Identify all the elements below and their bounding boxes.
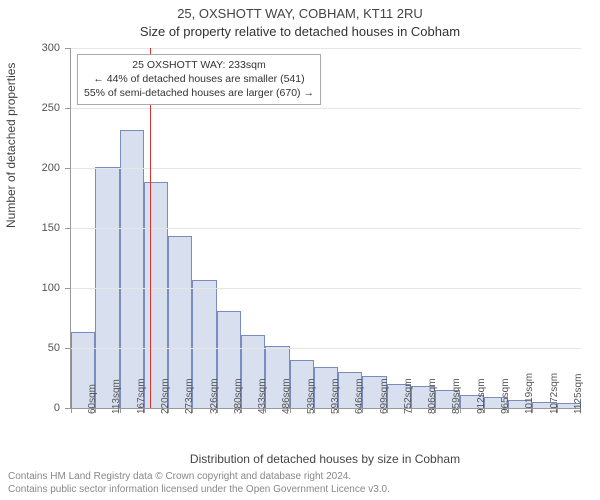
y-axis-label: Number of detached properties xyxy=(4,63,18,228)
xtick-label: 326sqm xyxy=(209,378,220,414)
xtick-mark xyxy=(460,408,461,413)
xtick-label: 220sqm xyxy=(160,378,171,414)
ytick-mark xyxy=(65,348,70,349)
xtick-label: 60sqm xyxy=(87,384,98,414)
xtick-label: 486sqm xyxy=(281,378,292,414)
xtick-mark xyxy=(120,408,121,413)
xtick-label: 539sqm xyxy=(306,378,317,414)
xtick-mark xyxy=(532,408,533,413)
footer-line1: Contains HM Land Registry data © Crown c… xyxy=(8,471,390,484)
xtick-label: 113sqm xyxy=(111,379,122,414)
ytick-label: 300 xyxy=(20,42,60,54)
ytick-label: 100 xyxy=(20,282,60,294)
xtick-label: 1072sqm xyxy=(549,373,560,414)
xtick-mark xyxy=(168,408,169,413)
xtick-mark xyxy=(144,408,145,413)
gridline xyxy=(71,168,581,169)
ytick-mark xyxy=(65,288,70,289)
xtick-label: 806sqm xyxy=(427,378,438,414)
footer-line2: Contains public sector information licen… xyxy=(8,484,390,497)
histogram-bar xyxy=(144,182,168,408)
xtick-label: 699sqm xyxy=(379,378,390,414)
ytick-label: 50 xyxy=(20,342,60,354)
xtick-mark xyxy=(557,408,558,413)
xtick-label: 593sqm xyxy=(330,378,341,414)
annotation-line2: ← 44% of detached houses are smaller (54… xyxy=(84,72,314,86)
ytick-label: 200 xyxy=(20,162,60,174)
xtick-mark xyxy=(508,408,509,413)
gridline xyxy=(71,108,581,109)
xtick-mark xyxy=(435,408,436,413)
xtick-label: 646sqm xyxy=(354,378,365,414)
x-axis-label: Distribution of detached houses by size … xyxy=(70,452,580,466)
xtick-label: 1019sqm xyxy=(524,373,535,414)
chart-title-address: 25, OXSHOTT WAY, COBHAM, KT11 2RU xyxy=(0,6,600,21)
gridline xyxy=(71,348,581,349)
plot-area: 60sqm113sqm167sqm220sqm273sqm326sqm380sq… xyxy=(70,48,581,409)
xtick-label: 380sqm xyxy=(233,378,244,414)
ytick-label: 250 xyxy=(20,102,60,114)
xtick-mark xyxy=(217,408,218,413)
ytick-mark xyxy=(65,48,70,49)
footer-attribution: Contains HM Land Registry data © Crown c… xyxy=(8,471,390,496)
xtick-label: 752sqm xyxy=(403,378,414,414)
gridline xyxy=(71,48,581,49)
xtick-mark xyxy=(362,408,363,413)
chart-title-subtitle: Size of property relative to detached ho… xyxy=(0,24,600,39)
histogram-bar xyxy=(120,130,144,408)
xtick-mark xyxy=(192,408,193,413)
xtick-mark xyxy=(484,408,485,413)
chart-container: 25, OXSHOTT WAY, COBHAM, KT11 2RU Size o… xyxy=(0,0,600,500)
annotation-line3: 55% of semi-detached houses are larger (… xyxy=(84,86,314,100)
xtick-label: 859sqm xyxy=(451,378,462,414)
xtick-label: 1125sqm xyxy=(573,374,584,414)
xtick-mark xyxy=(241,408,242,413)
xtick-mark xyxy=(71,408,72,413)
xtick-mark xyxy=(265,408,266,413)
xtick-mark xyxy=(314,408,315,413)
xtick-mark xyxy=(95,408,96,413)
annotation-box: 25 OXSHOTT WAY: 233sqm ← 44% of detached… xyxy=(77,54,321,105)
xtick-mark xyxy=(387,408,388,413)
ytick-mark xyxy=(65,168,70,169)
ytick-label: 150 xyxy=(20,222,60,234)
gridline xyxy=(71,288,581,289)
xtick-label: 273sqm xyxy=(184,378,195,414)
xtick-label: 965sqm xyxy=(500,378,511,414)
xtick-label: 912sqm xyxy=(476,378,487,414)
xtick-mark xyxy=(411,408,412,413)
xtick-label: 433sqm xyxy=(257,378,268,414)
xtick-mark xyxy=(338,408,339,413)
ytick-mark xyxy=(65,408,70,409)
annotation-line1: 25 OXSHOTT WAY: 233sqm xyxy=(84,58,314,72)
ytick-label: 0 xyxy=(20,402,60,414)
xtick-label: 167sqm xyxy=(136,378,147,414)
xtick-mark xyxy=(290,408,291,413)
ytick-mark xyxy=(65,108,70,109)
gridline xyxy=(71,228,581,229)
ytick-mark xyxy=(65,228,70,229)
